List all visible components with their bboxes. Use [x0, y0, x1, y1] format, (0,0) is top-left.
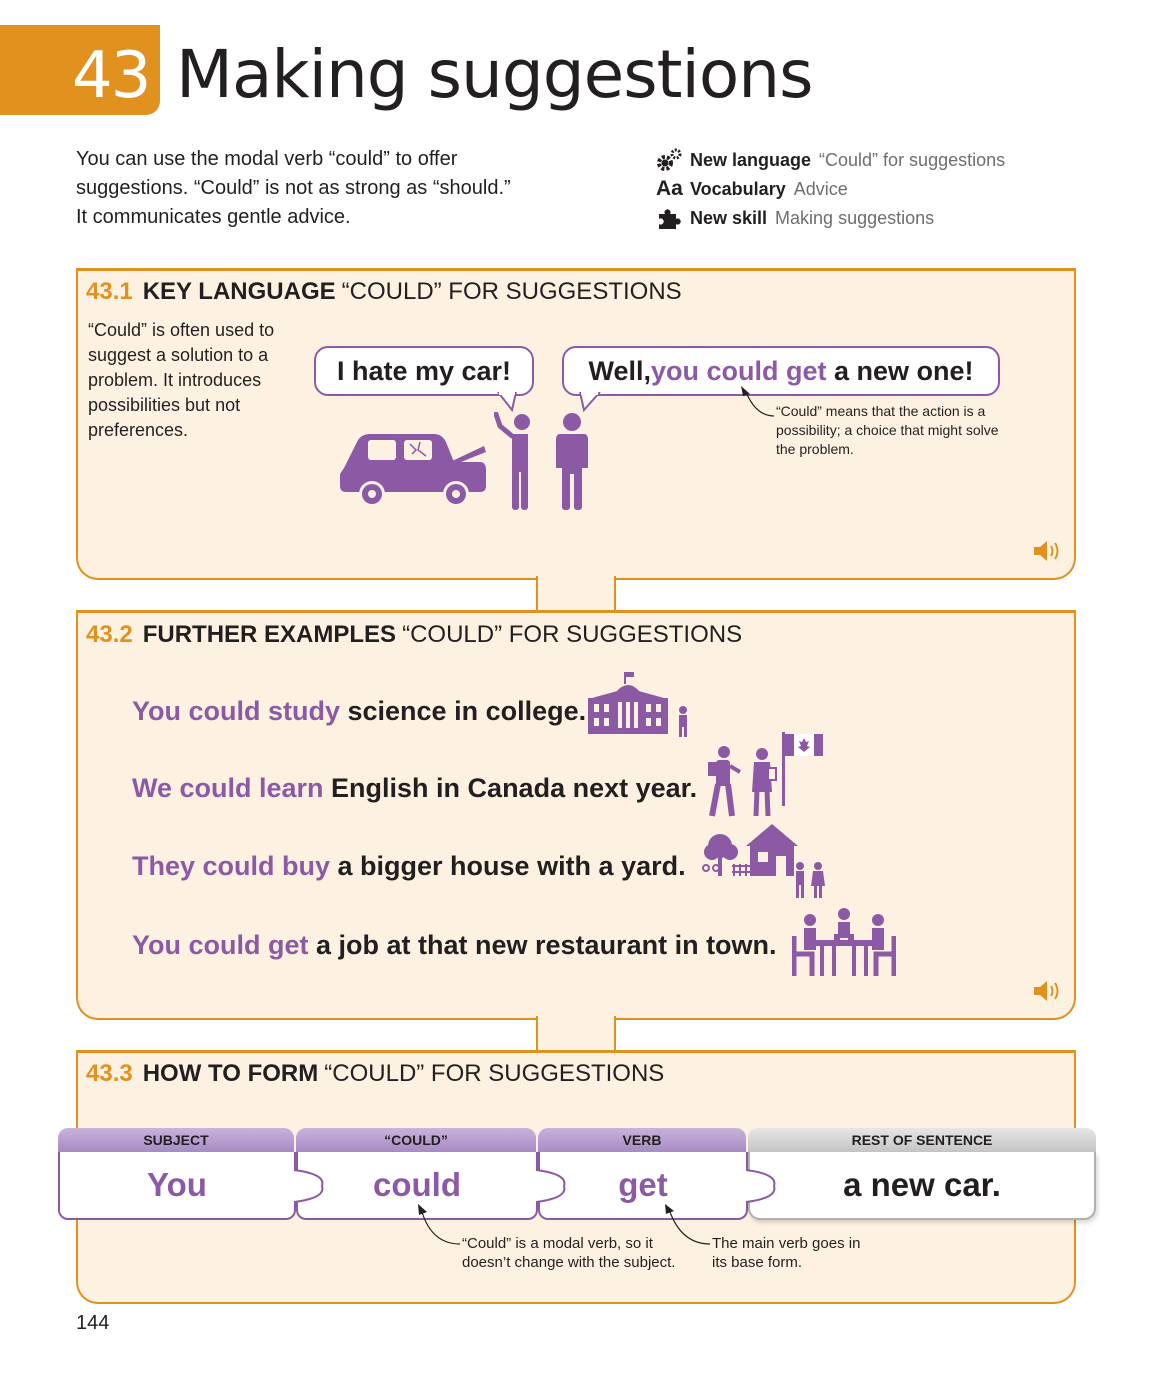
bubble-text: I hate my car!	[336, 355, 512, 386]
note-arrow	[418, 1204, 461, 1245]
puzzle-connector	[292, 1169, 324, 1203]
section-keyword: HOW TO FORM	[142, 1060, 319, 1087]
meta-value: Making suggestions	[775, 207, 935, 228]
formula-header-verb: VERB	[538, 1128, 746, 1152]
speech-bubble-right: Well, you could get a new one!	[562, 346, 1000, 396]
panel-further-examples	[76, 610, 1076, 1020]
page-number: 144	[76, 1312, 110, 1334]
section-heading-43-3: 43.3 HOW TO FORM “COULD” FOR SUGGESTIONS	[86, 1060, 664, 1088]
example-highlight: You could study	[132, 696, 340, 726]
formula-subject: You	[58, 1152, 296, 1220]
formula-header-subject: SUBJECT	[58, 1128, 294, 1152]
puzzle-icon	[656, 206, 690, 230]
meta-new-skill: New skill Making suggestions	[656, 204, 934, 232]
meta-value: Advice	[793, 178, 848, 199]
audio-speaker-icon[interactable]	[1032, 538, 1062, 564]
formula-rest: a new car.	[748, 1152, 1096, 1220]
restaurant-icon	[792, 908, 896, 976]
college-icon	[588, 672, 687, 737]
meta-label: Vocabulary	[690, 178, 786, 199]
page-title: Making suggestions	[176, 36, 813, 113]
bubble-tail	[497, 392, 517, 412]
example-rest: a job at that new restaurant in town.	[308, 930, 777, 960]
formula-header-could: “COULD”	[296, 1128, 536, 1152]
section-subtitle: “COULD” FOR SUGGESTIONS	[324, 1060, 665, 1087]
bubble-text: Well,	[588, 355, 651, 386]
unit-number: 43	[72, 39, 151, 113]
formula-header-rest: REST OF SENTENCE	[748, 1128, 1096, 1152]
could-note: “Could” is a modal verb, so it doesn’t c…	[462, 1235, 676, 1271]
puzzle-connector	[744, 1169, 776, 1203]
frustrated-person-icon	[494, 412, 530, 510]
example-highlight: They could buy	[132, 851, 331, 881]
example-rest: a bigger house with a yard.	[330, 851, 686, 881]
gears-icon	[656, 148, 690, 172]
panel-connector	[536, 1016, 616, 1054]
section-number: 43.2	[86, 621, 133, 648]
example-highlight: We could learn	[132, 773, 324, 803]
bubble-text: a new one!	[826, 355, 974, 386]
section-number: 43.1	[86, 278, 133, 305]
key-language-description: “Could” is often used to suggest a solut…	[88, 320, 275, 440]
section-number: 43.3	[86, 1060, 133, 1087]
example-sentence: We could learn English in Canada next ye…	[132, 773, 697, 804]
broken-car-icon	[340, 434, 486, 507]
unit-tab	[0, 25, 160, 115]
canada-flag-icon	[708, 732, 823, 817]
note-arrow	[741, 386, 775, 417]
example-rest: English in Canada next year.	[323, 773, 698, 803]
advising-person-icon	[556, 413, 588, 510]
section-keyword: KEY LANGUAGE	[142, 278, 336, 305]
meta-label: New language	[690, 149, 812, 170]
section-keyword: FURTHER EXAMPLES	[142, 621, 397, 648]
speech-bubble-left: I hate my car!	[314, 346, 534, 396]
note-arrow	[665, 1204, 711, 1245]
example-sentence: You could get a job at that new restaura…	[132, 930, 777, 961]
aa-icon: Aa	[656, 177, 683, 200]
section-subtitle: “COULD” FOR SUGGESTIONS	[341, 278, 682, 305]
key-language-note: “Could” means that the action is a possi…	[776, 403, 999, 457]
example-highlight: You could get	[132, 930, 309, 960]
bubble-highlight: you could get	[651, 355, 827, 386]
meta-value: “Could” for suggestions	[819, 149, 1006, 170]
bubble-tail	[579, 392, 601, 412]
section-subtitle: “COULD” FOR SUGGESTIONS	[402, 621, 743, 648]
intro-text: You can use the modal verb “could” to of…	[76, 148, 511, 228]
section-heading-43-2: 43.2 FURTHER EXAMPLES “COULD” FOR SUGGESTI…	[86, 621, 742, 649]
puzzle-connector	[534, 1169, 566, 1203]
example-sentence: You could study science in college.	[132, 696, 586, 727]
section-heading-43-1: 43.1 KEY LANGUAGE “COULD” FOR SUGGESTIONS	[86, 278, 682, 306]
audio-speaker-icon[interactable]	[1032, 978, 1062, 1004]
example-rest: science in college.	[340, 696, 587, 726]
formula-verb: get	[538, 1152, 748, 1220]
meta-label: New skill	[690, 207, 768, 228]
example-sentence: They could buy a bigger house with a yar…	[132, 851, 686, 882]
panel-connector	[536, 576, 616, 614]
house-icon	[702, 824, 825, 898]
meta-vocabulary: Aa Vocabulary Advice	[656, 175, 848, 203]
verb-note: The main verb goes in its base form.	[712, 1235, 861, 1271]
meta-new-language: New language “Could” for suggestions	[656, 146, 1005, 174]
